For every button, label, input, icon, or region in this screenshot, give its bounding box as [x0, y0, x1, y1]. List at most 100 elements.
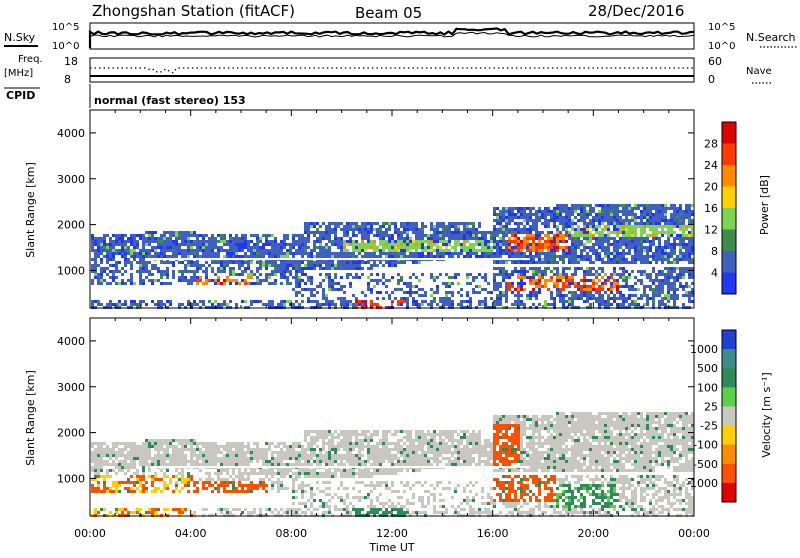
heatmap-cell	[586, 234, 589, 237]
heatmap-cell	[157, 448, 160, 451]
heatmap-cell	[640, 282, 643, 285]
heatmap-cell	[196, 276, 199, 279]
heatmap-cell	[496, 252, 499, 255]
heatmap-cell	[292, 502, 295, 505]
heatmap-cell	[676, 222, 679, 225]
heatmap-cell	[139, 475, 142, 478]
heatmap-cell	[424, 249, 427, 252]
heatmap-cell	[118, 463, 121, 466]
heatmap-cell	[106, 490, 109, 493]
heatmap-cell	[565, 276, 568, 279]
heatmap-cell	[166, 237, 169, 240]
heatmap-cell	[352, 231, 355, 234]
heatmap-cell	[655, 213, 658, 216]
heatmap-cell	[322, 294, 325, 297]
heatmap-cell	[661, 252, 664, 255]
heatmap-cell	[91, 451, 94, 454]
heatmap-cell	[253, 448, 256, 451]
heatmap-cell	[244, 243, 247, 246]
heatmap-cell	[175, 484, 178, 487]
heatmap-cell	[331, 439, 334, 442]
nave-trace	[90, 68, 694, 73]
heatmap-cell	[157, 270, 160, 273]
heatmap-cell	[403, 231, 406, 234]
heatmap-cell	[166, 448, 169, 451]
heatmap-cell	[259, 264, 262, 267]
heatmap-cell	[91, 484, 94, 487]
heatmap-cell	[94, 457, 97, 460]
heatmap-cell	[670, 267, 673, 270]
heatmap-cell	[259, 469, 262, 472]
heatmap-cell	[514, 246, 517, 249]
heatmap-cell	[295, 270, 298, 273]
heatmap-cell	[631, 246, 634, 249]
heatmap-cell	[619, 273, 622, 276]
heatmap-cell	[115, 240, 118, 243]
heatmap-cell	[196, 282, 199, 285]
heatmap-cell	[253, 282, 256, 285]
heatmap-cell	[340, 246, 343, 249]
heatmap-cell	[220, 261, 223, 264]
heatmap-cell	[211, 249, 214, 252]
heatmap-cell	[238, 460, 241, 463]
heatmap-cell	[421, 249, 424, 252]
heatmap-cell	[679, 219, 682, 222]
freq-label: Freq.	[18, 54, 43, 65]
heatmap-cell	[166, 246, 169, 249]
heatmap-cell	[115, 237, 118, 240]
heatmap-cell	[685, 204, 688, 207]
heatmap-cell	[643, 231, 646, 234]
heatmap-cell	[529, 213, 532, 216]
heatmap-cell	[286, 255, 289, 258]
heatmap-cell	[256, 300, 259, 303]
heatmap-cell	[337, 496, 340, 499]
heatmap-cell	[670, 276, 673, 279]
heatmap-cell	[265, 240, 268, 243]
heatmap-cell	[181, 240, 184, 243]
heatmap-cell	[175, 439, 178, 442]
heatmap-cell	[154, 487, 157, 490]
heatmap-cell	[196, 481, 199, 484]
heatmap-cell	[676, 213, 679, 216]
heatmap-cell	[490, 249, 493, 252]
heatmap-cell	[151, 481, 154, 484]
heatmap-cell	[304, 222, 307, 225]
heatmap-cell	[343, 261, 346, 264]
heatmap-cell	[655, 252, 658, 255]
heatmap-cell	[346, 228, 349, 231]
heatmap-cell	[178, 457, 181, 460]
heatmap-cell	[616, 243, 619, 246]
heatmap-cell	[358, 243, 361, 246]
heatmap-cell	[571, 303, 574, 306]
heatmap-cell	[628, 207, 631, 210]
heatmap-cell	[181, 237, 184, 240]
heatmap-cell	[679, 285, 682, 288]
heatmap-cell	[307, 261, 310, 264]
heatmap-cell	[304, 267, 307, 270]
heatmap-cell	[268, 282, 271, 285]
heatmap-cell	[625, 207, 628, 210]
heatmap-cell	[130, 490, 133, 493]
heatmap-cell	[298, 279, 301, 282]
heatmap-cell	[448, 234, 451, 237]
heatmap-cell	[238, 442, 241, 445]
heatmap-cell	[523, 213, 526, 216]
heatmap-cell	[91, 457, 94, 460]
heatmap-cell	[367, 225, 370, 228]
heatmap-cell	[223, 490, 226, 493]
heatmap-cell	[172, 445, 175, 448]
heatmap-cell	[655, 258, 658, 261]
heatmap-cell	[94, 454, 97, 457]
heatmap-cell	[172, 490, 175, 493]
heatmap-cell	[289, 454, 292, 457]
heatmap-cell	[313, 436, 316, 439]
heatmap-cell	[280, 243, 283, 246]
heatmap-cell	[538, 246, 541, 249]
heatmap-cell	[457, 222, 460, 225]
heatmap-cell	[514, 294, 517, 297]
heatmap-cell	[382, 243, 385, 246]
heatmap-cell	[409, 228, 412, 231]
heatmap-cell	[571, 243, 574, 246]
heatmap-cell	[226, 454, 229, 457]
heatmap-cell	[151, 490, 154, 493]
